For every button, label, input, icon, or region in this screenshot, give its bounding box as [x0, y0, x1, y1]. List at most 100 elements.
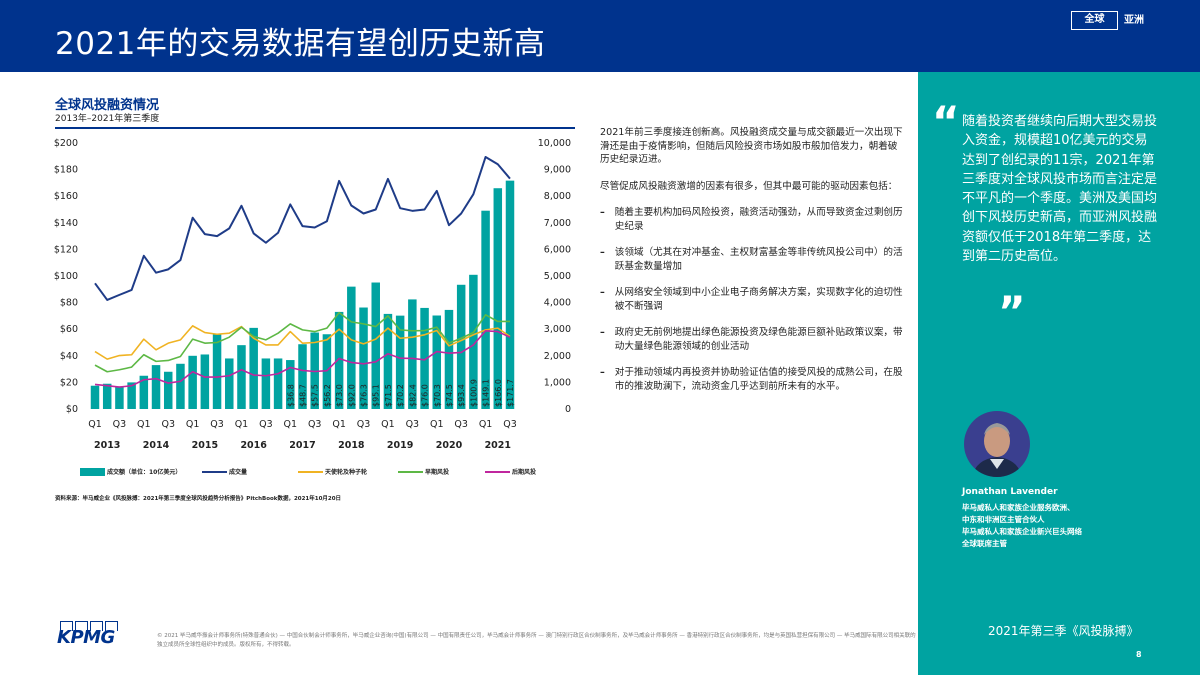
- bar-deal-value: [359, 307, 368, 409]
- list-item: – 从网络安全领域到中小企业电子商务解决方案，实现数字化的迫切性被不断强调: [600, 286, 905, 313]
- bar-deal-value: [139, 375, 149, 409]
- legend-item-angel-seed: 天使轮及种子轮: [298, 467, 367, 476]
- bar-deal-value: [212, 334, 222, 409]
- report-name: 2021年第三季《风投脉搏》: [988, 624, 1139, 638]
- x-axis-year-label: 2015: [192, 440, 218, 451]
- region-tab-global[interactable]: 全球: [1071, 11, 1118, 30]
- bar-data-label: $92.0: [347, 384, 356, 407]
- x-axis-tick: Q3: [357, 419, 371, 430]
- right-axis-tick: 5,000: [544, 271, 571, 282]
- quote-close-icon: ”: [998, 287, 1026, 336]
- person-photo-icon: [972, 423, 1022, 477]
- bar-deal-value: [237, 345, 246, 409]
- bar-data-label: $70.2: [396, 384, 405, 407]
- line-series-2: [94, 325, 511, 360]
- x-axis-tick: Q1: [235, 419, 249, 430]
- left-axis-tick: $180: [54, 165, 78, 176]
- legend-swatch: [298, 470, 323, 473]
- bar-deal-value: [286, 360, 295, 409]
- left-axis-tick: $140: [54, 218, 78, 229]
- bar-deal-value: [395, 315, 405, 409]
- bar-deal-value: [90, 385, 100, 409]
- x-axis-year-label: 2017: [289, 440, 315, 451]
- header-bar: 2021年的交易数据有望创历史新高 全球 亚洲: [0, 0, 1200, 72]
- line-series-1: [94, 155, 511, 301]
- list-item: – 对于推动领域内再投资并协助验证估值的接受风投的成熟公司，在股市的推波助澜下，流…: [600, 366, 905, 393]
- right-axis-tick: 10,000: [538, 138, 571, 149]
- page-title: 2021年的交易数据有望创历史新高: [55, 26, 546, 62]
- x-axis-tick: Q1: [186, 419, 200, 430]
- x-axis-tick: Q3: [308, 419, 322, 430]
- quote-open-icon: “: [932, 97, 960, 146]
- right-axis-tick: 4,000: [544, 298, 571, 309]
- x-axis-tick: Q3: [210, 419, 224, 430]
- right-axis-tick: 9,000: [544, 165, 571, 176]
- x-axis-year-label: 2013: [94, 440, 120, 451]
- bar-deal-value: [334, 311, 344, 409]
- bullet-text: 对于推动领域内再投资并协助验证估值的接受风投的成熟公司，在股市的推波助澜下，流动…: [614, 367, 903, 392]
- kpmg-logo-boxes: [60, 621, 118, 631]
- list-item: – 随着主要机构加码风险投资，融资活动强劲，从而导致资金过剩创历史纪录: [600, 206, 905, 233]
- bar-deal-value: [102, 383, 112, 409]
- person-role: 中东和非洲区主管合伙人: [962, 515, 1045, 524]
- legend-item-deal-value: 成交额（单位：10亿美元）: [80, 467, 181, 476]
- bar-data-label: $166.0: [494, 379, 503, 407]
- x-axis-tick: Q1: [430, 419, 444, 430]
- region-tab-asia[interactable]: 亚洲: [1124, 15, 1144, 26]
- right-axis-tick: 3,000: [544, 324, 571, 335]
- bar-data-label: $73.0: [335, 384, 344, 407]
- bar-deal-value: [456, 284, 466, 409]
- left-axis-tick: $200: [54, 138, 78, 149]
- chart-legend: 成交额（单位：10亿美元） 成交量 天使轮及种子轮 早期风投 后期风投: [80, 467, 580, 481]
- legend-swatch: [80, 467, 105, 476]
- list-item: – 政府史无前例地提出绿色能源投资及绿色能源巨额补贴政策议案，带动大量绿色能源领域…: [600, 326, 905, 353]
- bar-deal-value: [200, 354, 210, 409]
- bar-data-label: $82.4: [408, 384, 417, 407]
- person-name: Jonathan Lavender: [962, 487, 1058, 497]
- x-axis-tick: Q1: [88, 419, 102, 430]
- right-axis-tick: 2,000: [544, 351, 571, 362]
- bar-data-label: $76.3: [360, 384, 369, 407]
- x-axis-year-label: 2018: [338, 440, 365, 451]
- right-axis-tick: 8,000: [544, 191, 571, 202]
- bar-data-label: $149.1: [482, 379, 491, 407]
- bar-deal-value: [261, 358, 271, 409]
- left-axis-tick: $40: [60, 351, 78, 362]
- bar-deal-value: [481, 210, 490, 409]
- x-axis-tick: Q3: [454, 419, 468, 430]
- bullet-text: 随着主要机构加码风险投资，融资活动强劲，从而导致资金过剩创历史纪录: [614, 207, 903, 232]
- bullet-text: 从网络安全领域到中小企业电子商务解决方案，实现数字化的迫切性被不断强调: [614, 287, 903, 312]
- quote-panel: “ 随着投资者继续向后期大型交易投入资金，规模超10亿美元的交易达到了创纪录的1…: [918, 72, 1200, 675]
- left-axis-tick: $100: [54, 271, 78, 282]
- kpmg-logo: KPMG: [57, 627, 115, 648]
- bar-deal-value: [505, 180, 515, 409]
- legend-item-early: 早期风投: [398, 467, 449, 476]
- bar-deal-value: [432, 315, 442, 409]
- bar-data-label: $48.7: [299, 384, 308, 407]
- chart-title: 全球风投融资情况: [55, 98, 160, 113]
- x-axis-year-label: 2014: [143, 440, 170, 451]
- source-note: 资料来源：毕马威企业《风投脉搏：2021年第三季度全球风投趋势分析报告》Pitc…: [55, 496, 342, 502]
- x-axis-year-label: 2020: [436, 440, 463, 451]
- bullet-dash: –: [600, 287, 605, 298]
- bar-deal-value: [322, 334, 332, 409]
- left-axis-tick: $80: [60, 298, 78, 309]
- bullet-text: 该领域（尤其在对冲基金、主权财富基金等非传统风投公司中）的活跃基金数量增加: [614, 247, 903, 272]
- bar-deal-value: [383, 313, 393, 409]
- bar-deal-value: [444, 309, 454, 409]
- bar-data-label: $70.3: [433, 384, 442, 407]
- bar-deal-value: [151, 365, 161, 409]
- bar-data-label: $74.5: [445, 384, 454, 407]
- right-axis-tick: 1,000: [544, 377, 571, 388]
- bar-deal-value: [273, 358, 283, 409]
- bar-deal-value: [115, 386, 124, 409]
- line-series-4: [94, 329, 511, 388]
- x-axis-tick: Q1: [137, 419, 151, 430]
- bullet-text: 政府史无前例地提出绿色能源投资及绿色能源巨额补贴政策议案，带动大量绿色能源领域的…: [614, 327, 903, 352]
- bar-deal-value: [371, 282, 380, 409]
- bullet-dash: –: [600, 367, 605, 378]
- x-axis-tick: Q3: [406, 419, 420, 430]
- x-axis-year-label: 2016: [240, 440, 267, 451]
- x-axis-year-label: 2021: [485, 440, 511, 451]
- chart-divider: [55, 127, 575, 129]
